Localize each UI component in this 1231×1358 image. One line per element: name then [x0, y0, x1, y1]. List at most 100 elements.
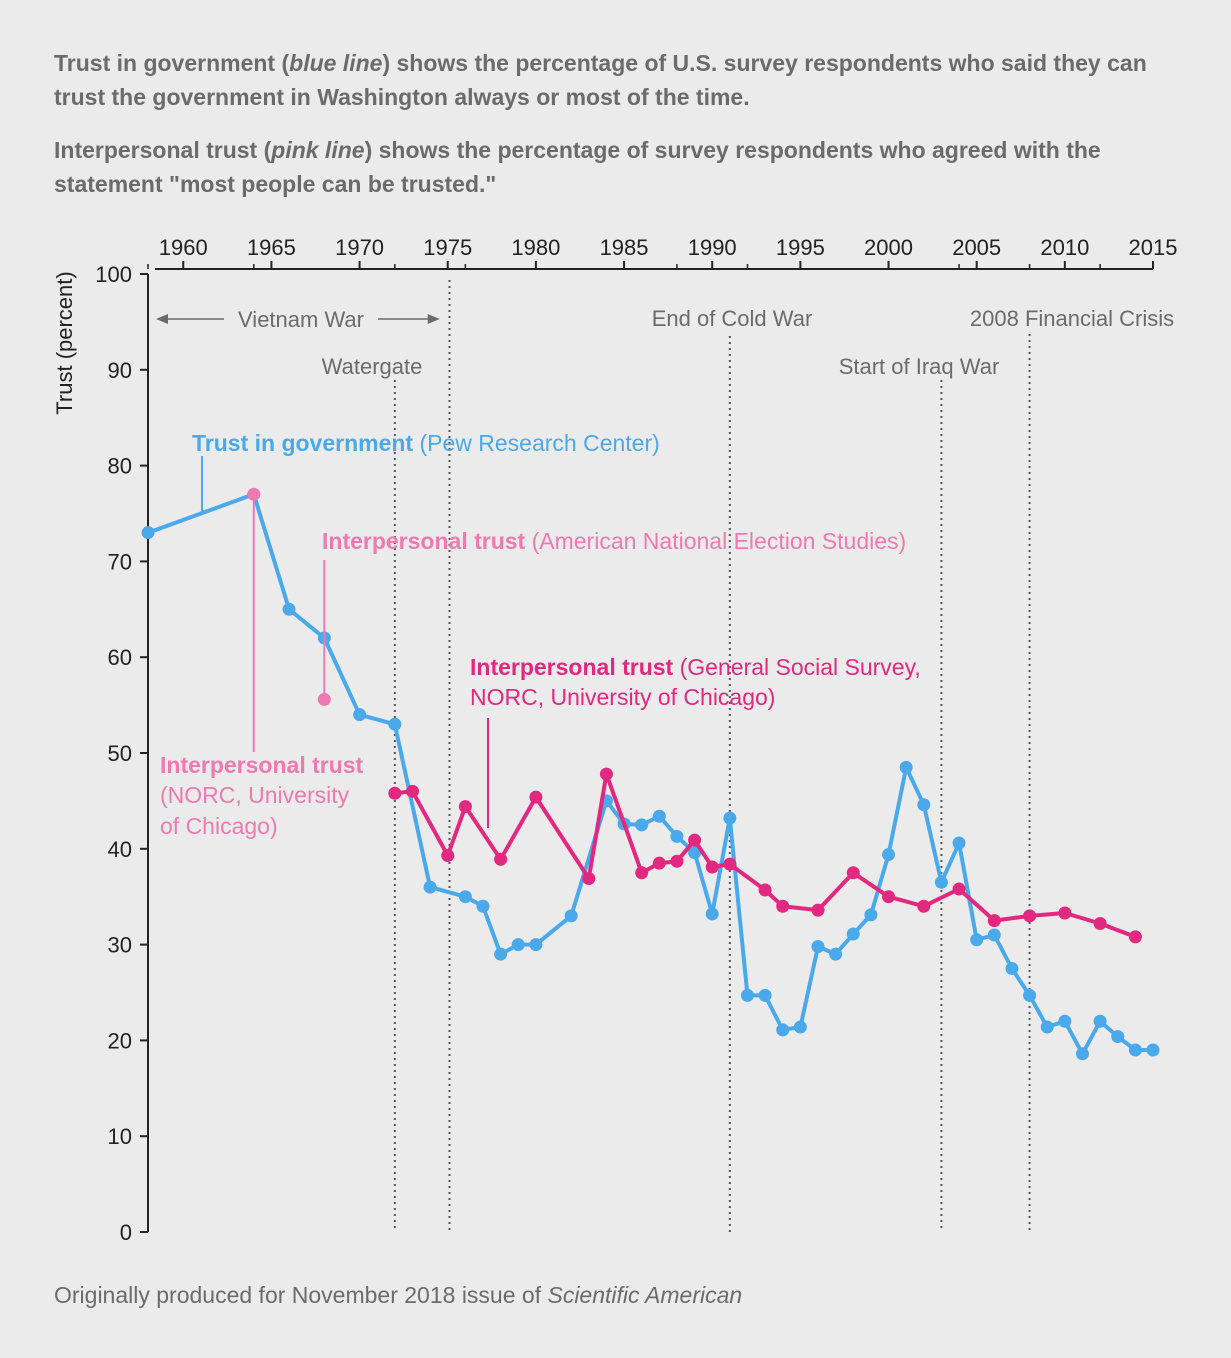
- intro-text: ) shows the percentage of survey respond…: [54, 137, 1101, 197]
- data-point: [476, 899, 490, 913]
- intro-text: Trust in government (: [54, 50, 290, 76]
- x-tick-label: 1980: [511, 235, 560, 260]
- label-norc-line2-source: (NORC, University: [160, 782, 350, 808]
- data-point: [952, 882, 966, 896]
- x-tick-label: 1975: [423, 235, 472, 260]
- data-point: [423, 880, 437, 894]
- data-point: [952, 836, 966, 850]
- x-tick-label: 1970: [335, 235, 384, 260]
- footer-credit: Originally produced for November 2018 is…: [54, 1282, 742, 1309]
- data-point: [635, 818, 649, 832]
- data-point: [529, 790, 543, 804]
- intro-emphasis: pink line: [271, 137, 365, 163]
- label-norc-bold: Interpersonal trust: [160, 752, 364, 778]
- data-point: [1023, 909, 1037, 923]
- x-tick-label: 1995: [776, 235, 825, 260]
- data-point: [1005, 962, 1019, 976]
- y-tick-label: 0: [120, 1220, 132, 1245]
- intro-paragraph-government: Trust in government (blue line) shows th…: [54, 46, 1174, 114]
- footer-text: Originally produced for November 2018 is…: [54, 1282, 548, 1308]
- data-point: [1093, 1014, 1107, 1028]
- data-point: [793, 1020, 807, 1034]
- vietnam-arrowhead-left: [156, 314, 168, 324]
- data-point: [1040, 1020, 1054, 1034]
- annotations: Trust in government (Pew Research Center…: [160, 430, 921, 839]
- data-point: [917, 798, 931, 812]
- data-point: [1128, 1043, 1142, 1057]
- data-point: [934, 875, 948, 889]
- data-point: [635, 866, 649, 880]
- y-tick-label: 40: [108, 837, 132, 862]
- data-point: [723, 857, 737, 871]
- label-anes-bold: Interpersonal trust: [322, 528, 532, 554]
- data-point: [1058, 906, 1072, 920]
- data-point: [987, 914, 1001, 928]
- data-point: [282, 602, 296, 616]
- y-tick-label: 60: [108, 645, 132, 670]
- data-point: [1146, 1043, 1160, 1057]
- data-point: [811, 903, 825, 917]
- y-tick-label: 70: [108, 549, 132, 574]
- data-point: [882, 890, 896, 904]
- event-label: End of Cold War: [652, 306, 813, 331]
- data-point: [688, 846, 702, 860]
- data-point: [458, 800, 472, 814]
- y-tick-label: 20: [108, 1028, 132, 1053]
- intro-text: Interpersonal trust (: [54, 137, 272, 163]
- y-tick-label: 90: [108, 358, 132, 383]
- data-point: [652, 856, 666, 870]
- data-point: [987, 928, 1001, 942]
- data-point: [705, 907, 719, 921]
- data-point: [511, 938, 525, 952]
- label-gss-line2-source: NORC, University of Chicago): [470, 684, 775, 710]
- label-norc-line2: (NORC, University: [160, 782, 350, 808]
- intro-text: ) shows the percentage of U.S. survey re…: [54, 50, 1147, 110]
- label-government-bold: Trust in government: [192, 430, 419, 456]
- data-point: [758, 988, 772, 1002]
- label-gss-source: (General Social Survey,: [680, 654, 921, 680]
- label-gss: Interpersonal trust (General Social Surv…: [470, 654, 921, 680]
- x-tick-label: 2010: [1040, 235, 1089, 260]
- axes: 0 10 20 30 40 50 60 70 80 90 100 Trust (percent) 196…: [52, 235, 1177, 1245]
- gss-line: [394, 772, 1137, 939]
- data-point: [917, 899, 931, 913]
- data-point: [758, 883, 772, 897]
- x-tick-label: 1960: [159, 235, 208, 260]
- x-tick-label: 2005: [952, 235, 1001, 260]
- data-point: [388, 717, 402, 731]
- y-tick-label: 100: [95, 262, 132, 287]
- y-tick-label: 80: [108, 454, 132, 479]
- event-label: Watergate: [322, 354, 423, 379]
- event-markers: Watergate End of Cold War Start of Iraq Wa…: [156, 280, 1174, 1232]
- data-point: [1093, 917, 1107, 931]
- data-point: [494, 852, 508, 866]
- series-layer: [141, 487, 1160, 1061]
- x-tick-label: 2015: [1129, 235, 1178, 260]
- data-point: [740, 988, 754, 1002]
- data-point: [494, 947, 508, 961]
- data-point: [846, 866, 860, 880]
- footer-publication: Scientific American: [547, 1282, 743, 1308]
- intro-emphasis: blue line: [289, 50, 383, 76]
- data-point: [811, 940, 825, 954]
- data-point: [388, 786, 402, 800]
- data-point: [1023, 988, 1037, 1002]
- vietnam-arrowhead-right: [427, 314, 440, 324]
- label-norc-line3: of Chicago): [160, 813, 278, 839]
- data-point: [582, 871, 596, 885]
- x-tick-label: 1965: [247, 235, 296, 260]
- label-norc: Interpersonal trust: [160, 752, 364, 778]
- y-axis-title: Trust (percent): [52, 271, 77, 414]
- x-tick-label: 1985: [600, 235, 649, 260]
- data-point: [882, 848, 896, 862]
- data-point: [141, 526, 155, 540]
- data-point: [688, 833, 702, 847]
- data-point: [353, 708, 367, 722]
- data-point: [1075, 1047, 1089, 1061]
- data-point: [599, 767, 613, 781]
- y-tick-label: 30: [108, 933, 132, 958]
- label-anes-source: (American National Election Studies): [532, 528, 907, 554]
- data-point: [670, 829, 684, 843]
- data-point: [864, 908, 878, 922]
